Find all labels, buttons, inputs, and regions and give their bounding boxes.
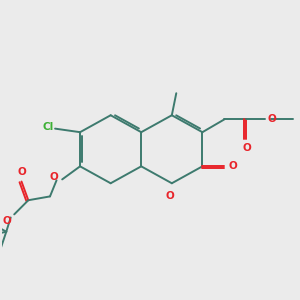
Text: O: O <box>242 143 251 153</box>
Text: O: O <box>267 114 276 124</box>
Text: O: O <box>228 161 237 171</box>
Text: O: O <box>17 167 26 177</box>
Text: Cl: Cl <box>43 122 54 132</box>
Text: O: O <box>3 216 12 226</box>
Text: O: O <box>50 172 58 182</box>
Text: O: O <box>166 191 175 201</box>
